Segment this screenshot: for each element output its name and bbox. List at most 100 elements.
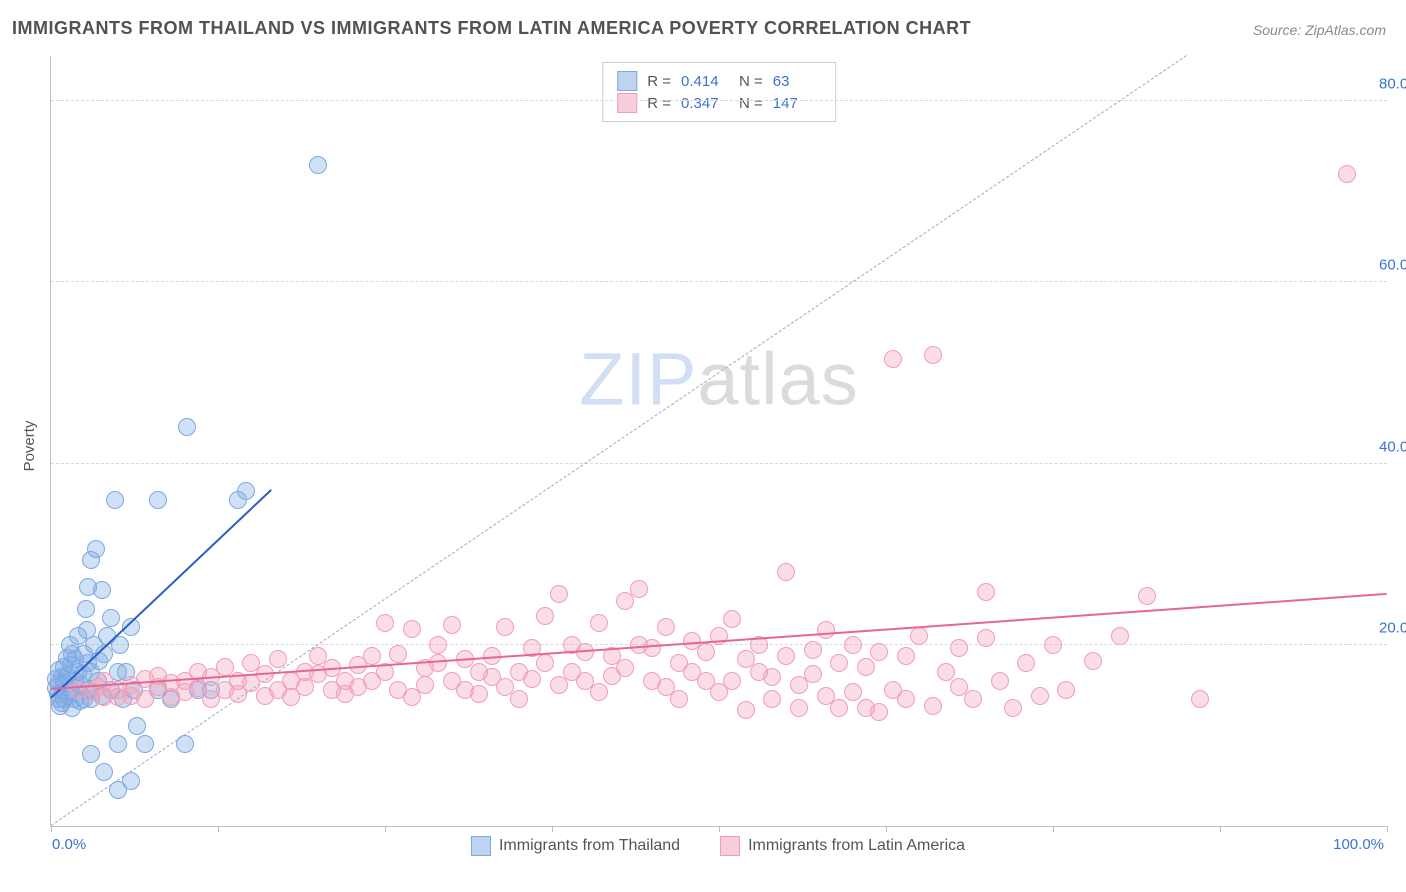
data-point <box>389 645 407 663</box>
data-point <box>723 672 741 690</box>
legend-r-value: 0.347 <box>681 95 729 112</box>
legend-item: Immigrants from Thailand <box>471 836 680 856</box>
gridline <box>51 100 1387 101</box>
legend-n-label: N = <box>739 95 763 112</box>
data-point <box>897 690 915 708</box>
watermark-light: atlas <box>697 338 858 421</box>
data-point <box>590 614 608 632</box>
data-point <box>817 621 835 639</box>
data-point <box>403 620 421 638</box>
data-point <box>804 665 822 683</box>
data-point <box>777 647 795 665</box>
swatch-latin-america <box>720 836 740 856</box>
data-point <box>149 491 167 509</box>
data-point <box>1084 652 1102 670</box>
data-point <box>616 659 634 677</box>
data-point <box>309 156 327 174</box>
data-point <box>536 654 554 672</box>
data-point <box>991 672 1009 690</box>
data-point <box>910 627 928 645</box>
data-point <box>363 647 381 665</box>
data-point <box>82 745 100 763</box>
legend-label: Immigrants from Thailand <box>499 837 680 855</box>
data-point <box>77 600 95 618</box>
data-point <box>376 614 394 632</box>
data-point <box>763 668 781 686</box>
data-point <box>176 735 194 753</box>
data-point <box>977 583 995 601</box>
data-point <box>630 580 648 598</box>
y-tick-label: 40.0% <box>1379 438 1406 455</box>
data-point <box>1004 699 1022 717</box>
regression-line <box>51 593 1387 690</box>
data-point <box>429 636 447 654</box>
data-point <box>269 650 287 668</box>
y-axis-label: Poverty <box>21 421 38 472</box>
data-point <box>106 491 124 509</box>
chart-title: IMMIGRANTS FROM THAILAND VS IMMIGRANTS F… <box>12 18 971 39</box>
data-point <box>884 350 902 368</box>
legend-r-label: R = <box>647 73 671 90</box>
data-point <box>1017 654 1035 672</box>
data-point <box>443 616 461 634</box>
y-tick-label: 80.0% <box>1379 76 1406 93</box>
data-point <box>416 676 434 694</box>
data-point <box>470 685 488 703</box>
data-point <box>1191 690 1209 708</box>
gridline <box>51 281 1387 282</box>
watermark-bold: ZIP <box>579 338 697 421</box>
data-point <box>870 643 888 661</box>
data-point <box>178 418 196 436</box>
data-point <box>643 639 661 657</box>
data-point <box>844 636 862 654</box>
swatch-thailand <box>471 836 491 856</box>
x-tick <box>1387 826 1388 832</box>
gridline <box>51 463 1387 464</box>
data-point <box>670 690 688 708</box>
data-point <box>1044 636 1062 654</box>
data-point <box>590 683 608 701</box>
data-point <box>857 658 875 676</box>
watermark: ZIPatlas <box>579 337 858 422</box>
data-point <box>1031 687 1049 705</box>
swatch-latin-america <box>617 93 637 113</box>
data-point <box>870 703 888 721</box>
data-point <box>950 639 968 657</box>
data-point <box>95 763 113 781</box>
data-point <box>216 658 234 676</box>
data-point <box>102 609 120 627</box>
y-tick-label: 20.0% <box>1379 619 1406 636</box>
data-point <box>136 735 154 753</box>
data-point <box>964 690 982 708</box>
legend-label: Immigrants from Latin America <box>748 837 965 855</box>
x-axis-max-label: 100.0% <box>1333 836 1384 853</box>
data-point <box>977 629 995 647</box>
legend-r-label: R = <box>647 95 671 112</box>
swatch-thailand <box>617 71 637 91</box>
x-axis-row: 0.0% Immigrants from Thailand Immigrants… <box>50 832 1386 862</box>
data-point <box>924 346 942 364</box>
data-point <box>550 585 568 603</box>
data-point <box>657 618 675 636</box>
data-point <box>128 717 146 735</box>
data-point <box>87 540 105 558</box>
data-point <box>924 697 942 715</box>
x-axis-min-label: 0.0% <box>52 836 86 853</box>
data-point <box>1338 165 1356 183</box>
legend-n-value: 63 <box>773 73 821 90</box>
data-point <box>1057 681 1075 699</box>
legend-row: R = 0.414 N = 63 <box>617 71 821 91</box>
correlation-legend: R = 0.414 N = 63 R = 0.347 N = 147 <box>602 62 836 122</box>
data-point <box>1111 627 1129 645</box>
legend-n-value: 147 <box>773 95 821 112</box>
data-point <box>737 701 755 719</box>
series-legend: Immigrants from Thailand Immigrants from… <box>471 836 965 856</box>
data-point <box>122 772 140 790</box>
data-point <box>804 641 822 659</box>
data-point <box>496 618 514 636</box>
data-point <box>697 643 715 661</box>
data-point <box>429 654 447 672</box>
data-point <box>510 690 528 708</box>
data-point <box>844 683 862 701</box>
y-tick-label: 60.0% <box>1379 257 1406 274</box>
